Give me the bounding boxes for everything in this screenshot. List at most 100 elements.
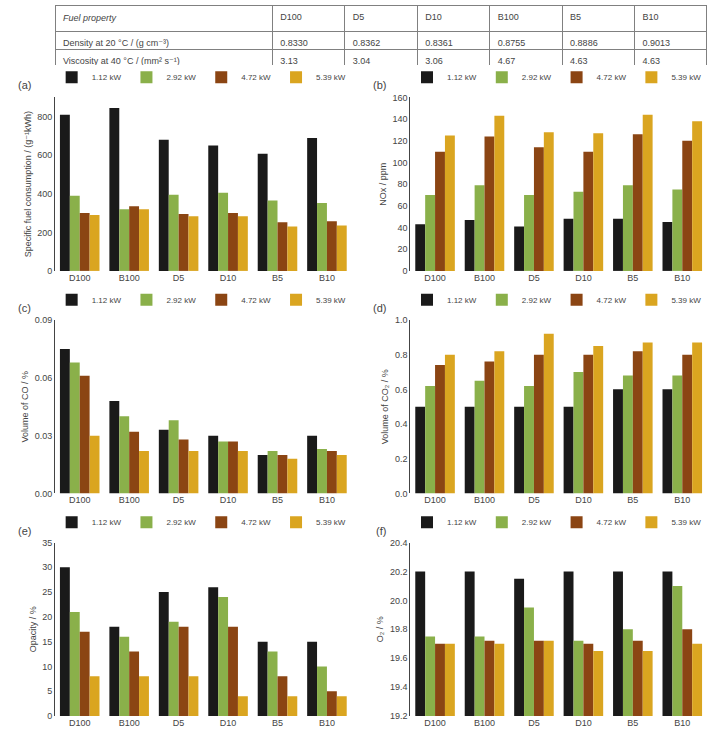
svg-text:0.9013: 0.9013 bbox=[643, 38, 671, 48]
svg-text:D10: D10 bbox=[575, 718, 592, 728]
svg-text:160: 160 bbox=[393, 93, 408, 103]
svg-text:(a): (a) bbox=[18, 79, 31, 91]
svg-text:B100: B100 bbox=[474, 718, 495, 728]
svg-text:600: 600 bbox=[37, 150, 52, 160]
svg-text:5.39 kW: 5.39 kW bbox=[671, 73, 701, 82]
svg-text:35: 35 bbox=[42, 538, 52, 548]
svg-text:B5: B5 bbox=[272, 495, 283, 505]
svg-text:0.8755: 0.8755 bbox=[498, 38, 526, 48]
svg-text:3.04: 3.04 bbox=[353, 56, 371, 65]
svg-text:B100: B100 bbox=[498, 12, 519, 22]
svg-text:1.12 kW: 1.12 kW bbox=[447, 73, 477, 82]
svg-text:Opacity / %: Opacity / % bbox=[28, 606, 38, 652]
svg-text:0.8362: 0.8362 bbox=[353, 38, 381, 48]
svg-text:0.4: 0.4 bbox=[395, 419, 408, 429]
svg-text:B10: B10 bbox=[674, 718, 690, 728]
svg-text:20: 20 bbox=[42, 612, 52, 622]
svg-text:200: 200 bbox=[37, 228, 52, 238]
svg-text:140: 140 bbox=[393, 114, 408, 124]
svg-text:D10: D10 bbox=[220, 273, 237, 283]
svg-text:D100: D100 bbox=[424, 718, 446, 728]
svg-text:4.72 kW: 4.72 kW bbox=[241, 518, 271, 527]
svg-text:1.12 kW: 1.12 kW bbox=[447, 296, 477, 305]
svg-text:0.8330: 0.8330 bbox=[280, 38, 308, 48]
svg-text:(c): (c) bbox=[18, 302, 31, 314]
svg-text:4.72 kW: 4.72 kW bbox=[597, 73, 627, 82]
svg-text:D5: D5 bbox=[173, 495, 185, 505]
svg-text:4.72 kW: 4.72 kW bbox=[241, 296, 271, 305]
svg-text:(b): (b) bbox=[373, 79, 386, 91]
svg-text:B100: B100 bbox=[119, 718, 140, 728]
svg-text:2.92 kW: 2.92 kW bbox=[166, 296, 196, 305]
svg-text:D5: D5 bbox=[173, 273, 185, 283]
svg-text:Specific fuel consumption / (g: Specific fuel consumption / (g⁻¹kWh) bbox=[23, 111, 33, 257]
svg-text:B100: B100 bbox=[474, 495, 495, 505]
svg-text:19.8: 19.8 bbox=[390, 624, 408, 634]
svg-text:(d): (d) bbox=[373, 302, 386, 314]
svg-text:0.8: 0.8 bbox=[395, 350, 408, 360]
svg-text:2.92 kW: 2.92 kW bbox=[522, 73, 552, 82]
svg-text:800: 800 bbox=[37, 112, 52, 122]
svg-text:20.2: 20.2 bbox=[390, 567, 408, 577]
svg-text:B5: B5 bbox=[627, 495, 638, 505]
svg-text:1.12 kW: 1.12 kW bbox=[447, 518, 477, 527]
svg-text:D100: D100 bbox=[69, 273, 91, 283]
svg-text:D5: D5 bbox=[353, 12, 365, 22]
svg-text:0: 0 bbox=[47, 711, 52, 721]
svg-text:1.12 kW: 1.12 kW bbox=[92, 296, 122, 305]
svg-text:2.92 kW: 2.92 kW bbox=[166, 73, 196, 82]
svg-text:4.63: 4.63 bbox=[643, 56, 661, 65]
svg-text:D10: D10 bbox=[220, 718, 237, 728]
svg-text:40: 40 bbox=[398, 223, 408, 233]
svg-text:5.39 kW: 5.39 kW bbox=[671, 518, 701, 527]
svg-text:(f): (f) bbox=[376, 525, 386, 537]
svg-text:0.03: 0.03 bbox=[35, 431, 53, 441]
svg-text:120: 120 bbox=[393, 136, 408, 146]
svg-text:Volume of CO₂ / %: Volume of CO₂ / % bbox=[380, 369, 390, 444]
svg-text:5.39 kW: 5.39 kW bbox=[316, 296, 346, 305]
svg-text:D100: D100 bbox=[424, 495, 446, 505]
svg-text:B100: B100 bbox=[119, 495, 140, 505]
svg-text:4.67: 4.67 bbox=[498, 56, 516, 65]
svg-text:0.8361: 0.8361 bbox=[425, 38, 453, 48]
svg-text:400: 400 bbox=[37, 189, 52, 199]
svg-text:D100: D100 bbox=[69, 718, 91, 728]
svg-text:Viscosity at 40 °C / (mm² s⁻¹): Viscosity at 40 °C / (mm² s⁻¹) bbox=[63, 56, 180, 65]
svg-text:1.0: 1.0 bbox=[395, 315, 408, 325]
svg-text:3.13: 3.13 bbox=[280, 56, 298, 65]
svg-text:D5: D5 bbox=[528, 718, 540, 728]
svg-text:0.8886: 0.8886 bbox=[570, 38, 598, 48]
svg-text:D5: D5 bbox=[528, 495, 540, 505]
svg-text:0.00: 0.00 bbox=[35, 489, 53, 499]
svg-text:O₂ / %: O₂ / % bbox=[375, 616, 385, 642]
svg-text:3.06: 3.06 bbox=[425, 56, 443, 65]
svg-text:2.92 kW: 2.92 kW bbox=[522, 296, 552, 305]
svg-text:B10: B10 bbox=[319, 273, 335, 283]
svg-text:60: 60 bbox=[398, 201, 408, 211]
svg-text:B100: B100 bbox=[474, 273, 495, 283]
svg-text:0.2: 0.2 bbox=[395, 454, 408, 464]
svg-text:B100: B100 bbox=[119, 273, 140, 283]
svg-text:0: 0 bbox=[403, 266, 408, 276]
svg-text:D100: D100 bbox=[69, 495, 91, 505]
svg-text:B5: B5 bbox=[570, 12, 581, 22]
svg-text:1.12 kW: 1.12 kW bbox=[92, 73, 122, 82]
svg-text:D100: D100 bbox=[280, 12, 302, 22]
svg-text:20: 20 bbox=[398, 244, 408, 254]
svg-text:4.72 kW: 4.72 kW bbox=[597, 518, 627, 527]
svg-text:B10: B10 bbox=[674, 273, 690, 283]
svg-text:B5: B5 bbox=[627, 718, 638, 728]
svg-text:1.12 kW: 1.12 kW bbox=[92, 518, 122, 527]
svg-text:0.06: 0.06 bbox=[35, 373, 53, 383]
svg-text:2.92 kW: 2.92 kW bbox=[522, 518, 552, 527]
svg-text:20.0: 20.0 bbox=[390, 595, 408, 605]
svg-text:10: 10 bbox=[42, 662, 52, 672]
svg-text:0.0: 0.0 bbox=[395, 489, 408, 499]
svg-text:15: 15 bbox=[42, 637, 52, 647]
svg-text:20.4: 20.4 bbox=[390, 538, 408, 548]
svg-text:D100: D100 bbox=[424, 273, 446, 283]
svg-text:D10: D10 bbox=[425, 12, 442, 22]
svg-text:B5: B5 bbox=[627, 273, 638, 283]
svg-text:D10: D10 bbox=[575, 273, 592, 283]
svg-text:5.39 kW: 5.39 kW bbox=[316, 518, 346, 527]
